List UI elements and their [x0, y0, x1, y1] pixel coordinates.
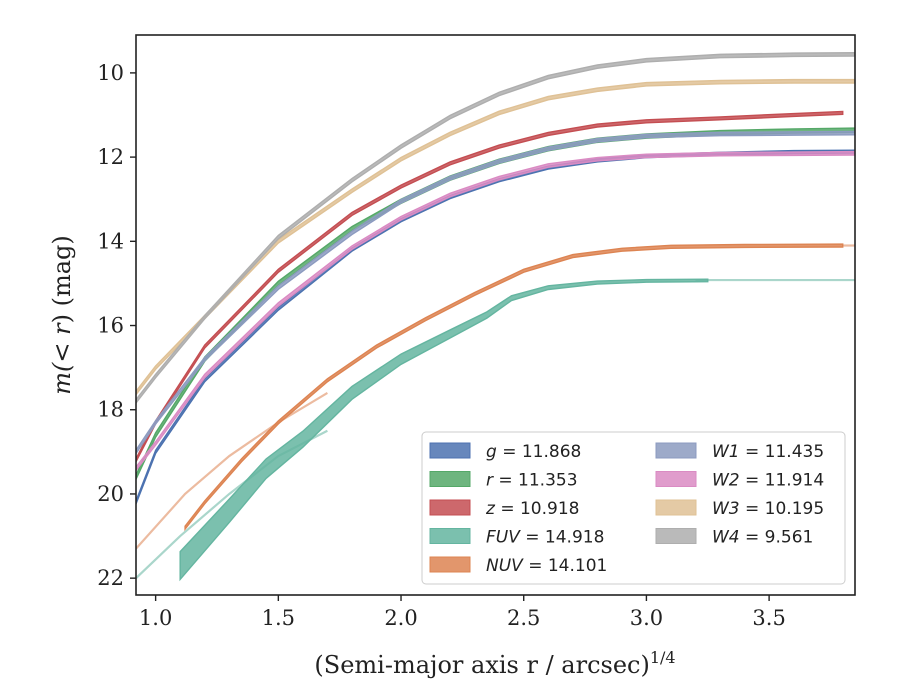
series-fuv [136, 278, 855, 582]
legend-swatch-w3 [655, 499, 697, 516]
x-axis-label: (Semi-major axis r / arcsec)1/4 [314, 648, 675, 679]
legend-swatch-nuv [429, 556, 471, 573]
legend-label-z: z = 10.918 [485, 499, 579, 519]
ticks-layer: 1.0 1.5 2.0 2.5 3.0 3.5 10 12 14 16 18 20 22 [97, 61, 786, 630]
legend-label-w3: W3 = 10.195 [712, 499, 824, 519]
y-axis-label: m(< r) (mag) [48, 235, 76, 395]
y-tick-label: 20 [97, 482, 124, 506]
series-w1 [136, 130, 855, 455]
legend-swatch-g [429, 442, 471, 459]
series-z-band [136, 110, 844, 463]
x-axis-label-exponent: 1/4 [650, 648, 676, 667]
series-w2-band [136, 150, 855, 472]
legend: g = 11.868 r = 11.353 z = 10.918 FUV = 14.9… [421, 431, 846, 585]
series-w3-band [136, 78, 855, 396]
legend-swatch-r [429, 471, 471, 487]
y-tick-label: 10 [97, 61, 124, 85]
legend-label-r: r = 11.353 [486, 471, 578, 491]
y-tick-label: 22 [97, 566, 124, 590]
series-w4 [136, 51, 855, 405]
x-tick-label: 2.0 [384, 606, 417, 630]
y-tick-label: 18 [97, 398, 124, 422]
legend-swatch-w2 [655, 471, 697, 487]
series-w1-band [136, 130, 855, 455]
y-tick-label: 14 [97, 229, 124, 253]
y-tick-label: 16 [97, 314, 124, 338]
legend-label-g: g = 11.868 [486, 442, 581, 462]
x-axis-label-text: (Semi-major axis r / arcsec) [314, 651, 649, 679]
y-tick-label: 12 [97, 145, 124, 169]
legend-label-w1: W1 = 11.435 [712, 442, 824, 462]
series-w2 [136, 150, 855, 472]
series-layer [136, 51, 855, 582]
legend-label-w2: W2 = 11.914 [712, 471, 824, 491]
legend-swatch-w4 [655, 528, 697, 544]
plot-frame [135, 34, 856, 596]
series-nuv-band [184, 243, 844, 532]
x-tick-label: 1.5 [262, 606, 295, 630]
x-tick-label: 1.0 [139, 606, 172, 630]
y-axis-label-suffix: ) (mag) [48, 235, 76, 323]
series-w4-band [136, 51, 855, 405]
y-axis-label-prefix: m( [48, 362, 76, 395]
series-nuv [136, 243, 855, 550]
legend-label-nuv: NUV = 14.101 [486, 556, 607, 576]
legend-label-fuv: FUV = 14.918 [486, 528, 604, 548]
legend-swatch-z [429, 499, 471, 516]
legend-swatch-fuv [429, 528, 471, 544]
x-tick-label: 2.5 [507, 606, 540, 630]
x-tick-label: 3.5 [752, 606, 785, 630]
y-axis-label-var: < r [48, 322, 76, 363]
legend-label-w4: W4 = 9.561 [712, 528, 813, 548]
series-nuv-extension-inner [136, 391, 328, 550]
series-z [136, 110, 844, 463]
legend-box [421, 431, 846, 585]
series-fuv-band [179, 278, 709, 582]
series-w3 [136, 78, 855, 396]
x-tick-label: 3.0 [630, 606, 663, 630]
legend-swatch-w1 [655, 442, 697, 459]
